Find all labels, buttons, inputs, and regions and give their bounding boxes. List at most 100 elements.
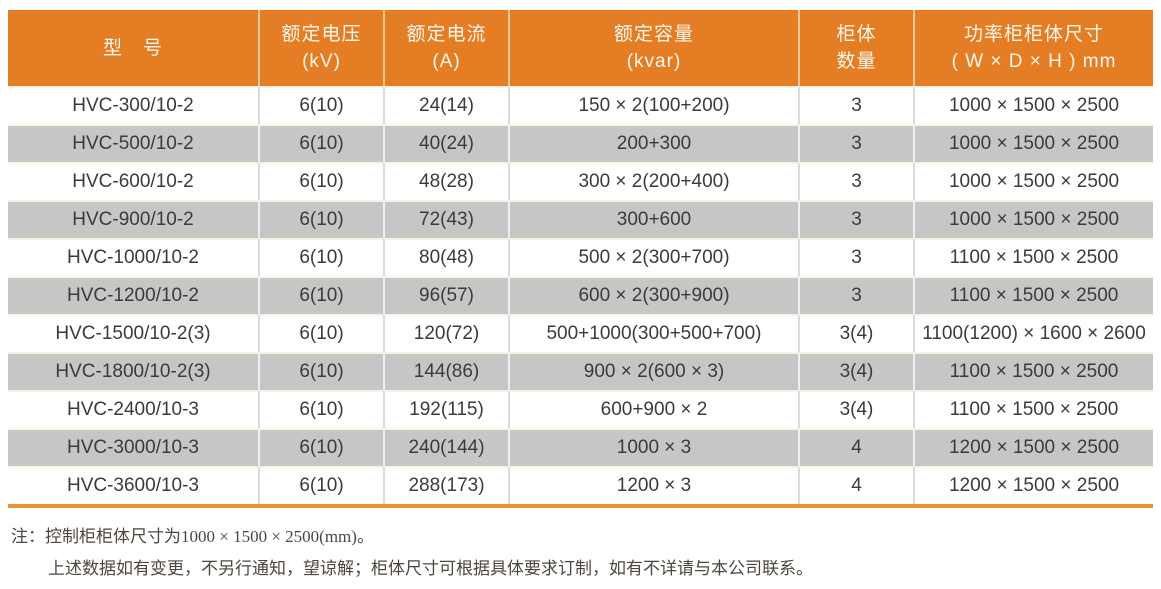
cell-cabinet-count: 3(4): [798, 352, 913, 390]
cell-cabinet-size: 1000 × 1500 × 2500: [913, 200, 1153, 238]
cell-rated-current: 48(28): [383, 162, 508, 200]
col-header-rated-capacity-unit: (kvar): [626, 51, 682, 72]
col-header-cabinet-count: 柜体 数量: [798, 10, 913, 86]
cell-model: HVC-1000/10-2: [8, 238, 258, 276]
cell-cabinet-size: 1000 × 1500 × 2500: [913, 162, 1153, 200]
cell-cabinet-count: 3(4): [798, 390, 913, 428]
cell-model: HVC-1500/10-2(3): [8, 314, 258, 352]
cell-rated-current: 120(72): [383, 314, 508, 352]
table-row: HVC-1200/10-2 6(10) 96(57) 600 × 2(300+900)…: [8, 276, 1153, 314]
cell-rated-voltage: 6(10): [258, 124, 383, 162]
cell-cabinet-count: 3: [798, 124, 913, 162]
cell-rated-capacity: 600+900 × 2: [508, 390, 798, 428]
cell-cabinet-count: 3(4): [798, 314, 913, 352]
cell-rated-voltage: 6(10): [258, 162, 383, 200]
col-header-cabinet-size-unit: ( W × D × H ) mm: [951, 51, 1117, 72]
cell-model: HVC-2400/10-3: [8, 390, 258, 428]
table-row: HVC-3600/10-3 6(10) 288(173) 1200 × 3 4 1200 …: [8, 466, 1153, 504]
cell-cabinet-count: 3: [798, 200, 913, 238]
cell-cabinet-size: 1200 × 1500 × 2500: [913, 466, 1153, 504]
cell-cabinet-size: 1100 × 1500 × 2500: [913, 390, 1153, 428]
cell-rated-current: 24(14): [383, 86, 508, 124]
cell-rated-capacity: 900 × 2(600 × 3): [508, 352, 798, 390]
cell-rated-capacity: 600 × 2(300+900): [508, 276, 798, 314]
cell-cabinet-size: 1100(1200) × 1600 × 2600: [913, 314, 1153, 352]
col-header-model-label: 型 号: [102, 37, 163, 59]
cell-rated-voltage: 6(10): [258, 238, 383, 276]
col-header-model: 型 号: [8, 10, 258, 86]
cell-model: HVC-300/10-2: [8, 86, 258, 124]
cell-rated-capacity: 1000 × 3: [508, 428, 798, 466]
footnotes: 注：控制柜柜体尺寸为1000 × 1500 × 2500(mm)。 上述数据如有…: [8, 524, 1153, 582]
spec-table: 型 号 额定电压 (kV) 额定电流 (A) 额定容量 (kvar) 柜体 数量: [8, 10, 1153, 504]
cell-rated-capacity: 500+1000(300+500+700): [508, 314, 798, 352]
cell-rated-capacity: 150 × 2(100+200): [508, 86, 798, 124]
table-row: HVC-1800/10-2(3) 6(10) 144(86) 900 × 2(600 …: [8, 352, 1153, 390]
cell-cabinet-count: 4: [798, 466, 913, 504]
table-row: HVC-300/10-2 6(10) 24(14) 150 × 2(100+200) 3…: [8, 86, 1153, 124]
cell-model: HVC-3000/10-3: [8, 428, 258, 466]
cell-model: HVC-900/10-2: [8, 200, 258, 238]
table-row: HVC-1500/10-2(3) 6(10) 120(72) 500+1000(300…: [8, 314, 1153, 352]
col-header-rated-voltage: 额定电压 (kV): [258, 10, 383, 86]
cell-rated-current: 80(48): [383, 238, 508, 276]
cell-rated-voltage: 6(10): [258, 352, 383, 390]
cell-model: HVC-3600/10-3: [8, 466, 258, 504]
cell-rated-capacity: 300+600: [508, 200, 798, 238]
col-header-cabinet-count-label2: 数量: [836, 51, 877, 72]
table-body: HVC-300/10-2 6(10) 24(14) 150 × 2(100+200) 3…: [8, 86, 1153, 504]
cell-cabinet-size: 1000 × 1500 × 2500: [913, 86, 1153, 124]
cell-rated-current: 144(86): [383, 352, 508, 390]
col-header-rated-current-label: 额定电流: [406, 24, 487, 45]
cell-rated-capacity: 500 × 2(300+700): [508, 238, 798, 276]
col-header-rated-voltage-unit: (kV): [302, 51, 341, 72]
cell-cabinet-size: 1100 × 1500 × 2500: [913, 238, 1153, 276]
cell-cabinet-size: 1100 × 1500 × 2500: [913, 276, 1153, 314]
cell-cabinet-count: 3: [798, 238, 913, 276]
cell-rated-voltage: 6(10): [258, 86, 383, 124]
cell-rated-voltage: 6(10): [258, 390, 383, 428]
cell-rated-voltage: 6(10): [258, 314, 383, 352]
table-row: HVC-500/10-2 6(10) 40(24) 200+300 3 1000 × 15…: [8, 124, 1153, 162]
cell-cabinet-size: 1000 × 1500 × 2500: [913, 124, 1153, 162]
cell-cabinet-count: 4: [798, 428, 913, 466]
cell-rated-current: 72(43): [383, 200, 508, 238]
table-row: HVC-1000/10-2 6(10) 80(48) 500 × 2(300+700)…: [8, 238, 1153, 276]
col-header-cabinet-size: 功率柜柜体尺寸 ( W × D × H ) mm: [913, 10, 1153, 86]
col-header-cabinet-count-label1: 柜体: [836, 24, 877, 45]
cell-cabinet-size: 1100 × 1500 × 2500: [913, 352, 1153, 390]
cell-cabinet-size: 1200 × 1500 × 2500: [913, 428, 1153, 466]
cell-model: HVC-600/10-2: [8, 162, 258, 200]
cell-rated-capacity: 1200 × 3: [508, 466, 798, 504]
col-header-rated-capacity: 额定容量 (kvar): [508, 10, 798, 86]
cell-model: HVC-500/10-2: [8, 124, 258, 162]
cell-rated-capacity: 300 × 2(200+400): [508, 162, 798, 200]
cell-rated-capacity: 200+300: [508, 124, 798, 162]
table-row: HVC-600/10-2 6(10) 48(28) 300 × 2(200+400) 3…: [8, 162, 1153, 200]
col-header-rated-voltage-label: 额定电压: [281, 24, 362, 45]
cell-rated-current: 192(115): [383, 390, 508, 428]
cell-rated-current: 40(24): [383, 124, 508, 162]
cell-rated-voltage: 6(10): [258, 200, 383, 238]
cell-rated-voltage: 6(10): [258, 428, 383, 466]
table-header-row: 型 号 额定电压 (kV) 额定电流 (A) 额定容量 (kvar) 柜体 数量: [8, 10, 1153, 86]
cell-rated-current: 96(57): [383, 276, 508, 314]
table-row: HVC-2400/10-3 6(10) 192(115) 600+900 × 2 3(4…: [8, 390, 1153, 428]
table-bottom-accent-line: [8, 504, 1153, 508]
table-row: HVC-3000/10-3 6(10) 240(144) 1000 × 3 4 1200 …: [8, 428, 1153, 466]
cell-rated-voltage: 6(10): [258, 276, 383, 314]
cell-cabinet-count: 3: [798, 276, 913, 314]
cell-rated-voltage: 6(10): [258, 466, 383, 504]
table-row: HVC-900/10-2 6(10) 72(43) 300+600 3 1000 × 15…: [8, 200, 1153, 238]
cell-model: HVC-1800/10-2(3): [8, 352, 258, 390]
note-line-1: 注：控制柜柜体尺寸为1000 × 1500 × 2500(mm)。: [11, 527, 374, 546]
cell-rated-current: 288(173): [383, 466, 508, 504]
col-header-rated-capacity-label: 额定容量: [613, 24, 694, 45]
col-header-cabinet-size-label: 功率柜柜体尺寸: [963, 24, 1104, 45]
cell-rated-current: 240(144): [383, 428, 508, 466]
note-line-2: 上述数据如有变更，不另行通知，望谅解；柜体尺寸可根据具体要求订制，如有不详请与本…: [48, 559, 813, 578]
col-header-rated-current: 额定电流 (A): [383, 10, 508, 86]
cell-cabinet-count: 3: [798, 86, 913, 124]
col-header-rated-current-unit: (A): [432, 51, 461, 72]
